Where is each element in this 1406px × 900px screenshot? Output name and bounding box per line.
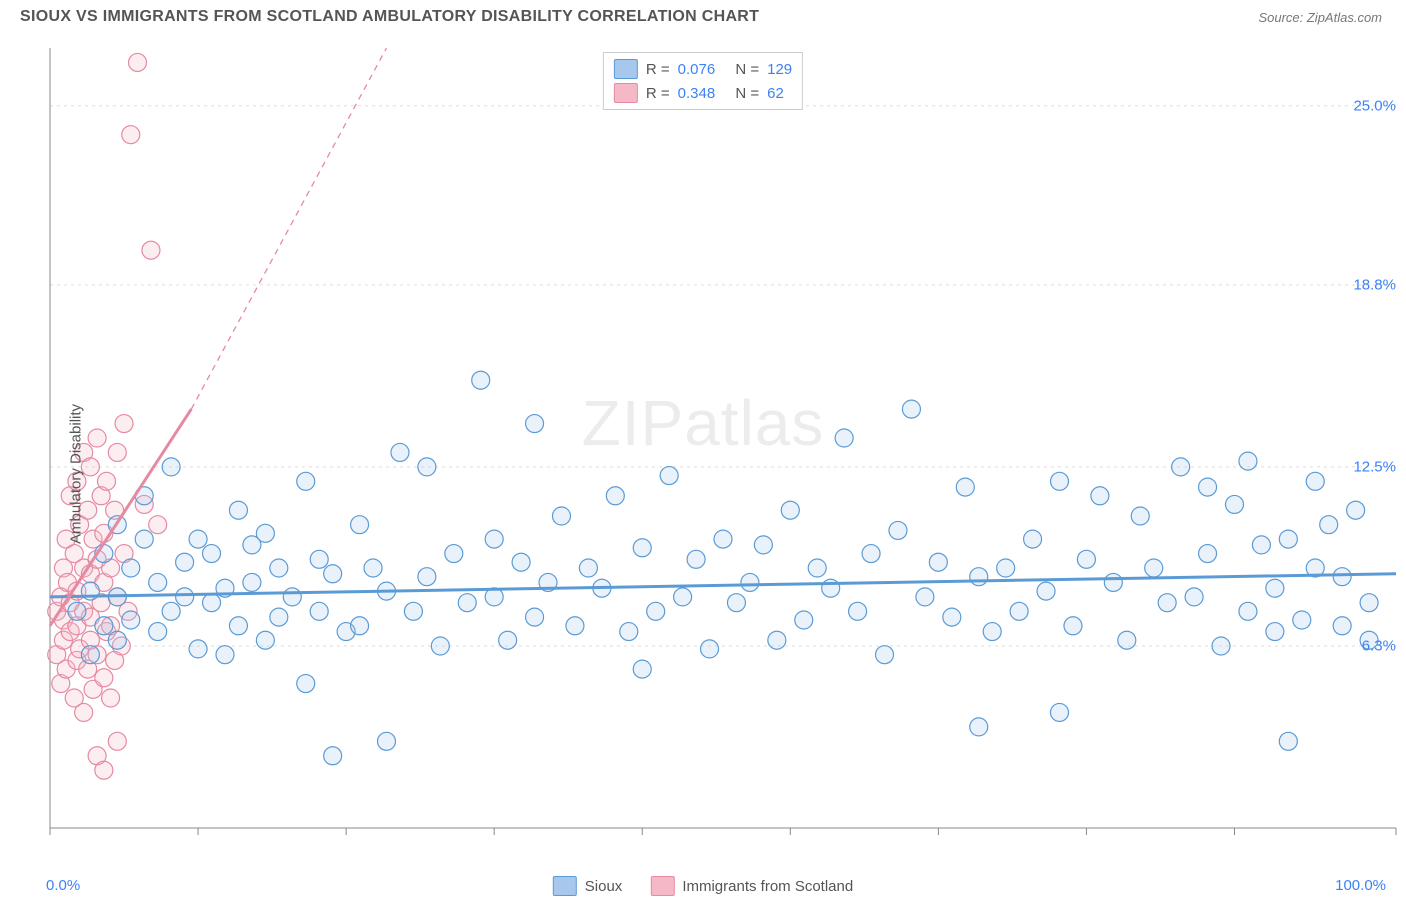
x-axis-min-label: 0.0% — [46, 877, 80, 894]
legend-swatch-scotland — [614, 83, 638, 103]
legend-item-sioux: Sioux — [553, 876, 623, 896]
y-axis-label: Ambulatory Disability — [68, 404, 85, 544]
legend-swatch-icon — [650, 876, 674, 896]
y-tick-label: 12.5% — [1353, 458, 1396, 475]
legend-item-scotland: Immigrants from Scotland — [650, 876, 853, 896]
x-axis-max-label: 100.0% — [1335, 877, 1386, 894]
series-legend: Sioux Immigrants from Scotland — [553, 876, 853, 896]
legend-row-sioux: R = 0.076 N = 129 — [614, 57, 792, 81]
chart-title: SIOUX VS IMMIGRANTS FROM SCOTLAND AMBULA… — [20, 8, 759, 25]
chart-container: Ambulatory Disability ZIPatlas R = 0.076… — [0, 48, 1406, 900]
source-attribution: Source: ZipAtlas.com — [1258, 10, 1382, 25]
correlation-legend: R = 0.076 N = 129 R = 0.348 N = 62 — [603, 52, 803, 110]
scatter-plot — [0, 48, 1406, 868]
legend-swatch-icon — [553, 876, 577, 896]
y-tick-label: 6.3% — [1362, 638, 1396, 655]
y-tick-label: 18.8% — [1353, 276, 1396, 293]
y-tick-label: 25.0% — [1353, 97, 1396, 114]
chart-header: SIOUX VS IMMIGRANTS FROM SCOTLAND AMBULA… — [0, 0, 1406, 48]
legend-swatch-sioux — [614, 59, 638, 79]
legend-row-scotland: R = 0.348 N = 62 — [614, 81, 792, 105]
